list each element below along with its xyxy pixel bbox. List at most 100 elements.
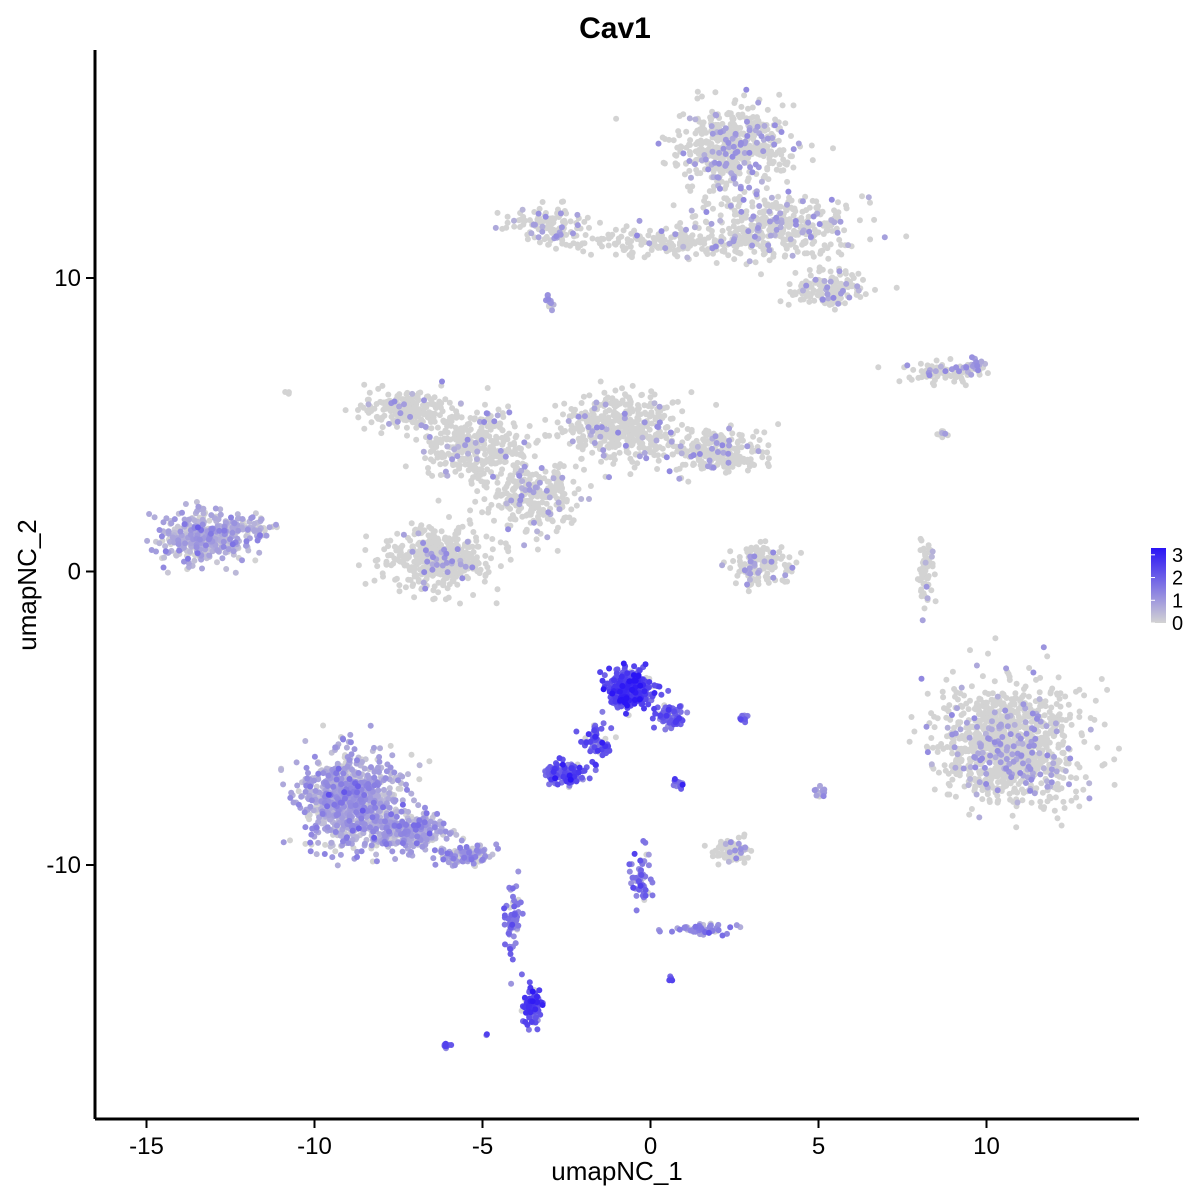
cell-point — [174, 523, 181, 530]
cell-point — [798, 214, 805, 221]
cell-point — [670, 242, 677, 249]
cell-point — [760, 544, 767, 551]
cell-point — [1041, 712, 1048, 719]
cell-point — [817, 281, 823, 288]
cell-point — [481, 446, 488, 453]
cell-point — [586, 392, 593, 399]
cell-point — [859, 193, 865, 200]
cell-point — [651, 452, 658, 459]
cell-point — [435, 497, 442, 504]
cell-point — [607, 400, 614, 406]
cell-point — [627, 243, 634, 250]
cell-point — [739, 437, 746, 444]
cell-point — [524, 433, 531, 440]
cell-point — [164, 569, 171, 576]
cell-point — [405, 576, 412, 583]
cell-point — [979, 796, 986, 803]
cell-point — [734, 572, 741, 579]
cell-point — [428, 425, 435, 432]
cell-point — [392, 576, 399, 583]
cell-point — [456, 434, 462, 441]
cell-point — [471, 415, 478, 422]
cell-point — [961, 745, 968, 752]
cell-point — [482, 573, 489, 579]
cell-point — [1058, 822, 1065, 829]
cell-point — [379, 382, 386, 389]
cell-point — [958, 758, 965, 765]
cell-point — [252, 510, 259, 517]
cell-point — [710, 187, 717, 194]
cell-point — [462, 551, 469, 558]
cell-point — [1039, 789, 1046, 796]
cell-point — [1062, 693, 1069, 700]
cell-point — [405, 534, 411, 541]
cell-point — [1031, 759, 1038, 766]
cell-point — [775, 421, 782, 428]
cell-point — [544, 515, 551, 522]
cell-point — [701, 437, 707, 444]
cell-point — [696, 239, 703, 245]
cell-point — [733, 227, 740, 234]
cell-point — [940, 694, 947, 701]
cell-point — [535, 500, 542, 507]
cell-point — [625, 420, 631, 427]
cell-point — [758, 271, 764, 278]
cell-point — [442, 460, 449, 467]
cell-point — [702, 194, 709, 201]
cell-point — [663, 435, 670, 442]
cell-point — [1037, 703, 1044, 710]
cell-point — [385, 391, 392, 398]
cell-point — [687, 151, 694, 158]
cell-point — [776, 161, 783, 168]
cell-point — [483, 533, 490, 540]
cell-point — [1080, 786, 1087, 793]
cell-point — [754, 114, 760, 121]
cell-point — [659, 445, 666, 452]
cell-point — [965, 706, 972, 713]
cell-point — [607, 422, 614, 429]
cell-point — [416, 566, 423, 573]
cell-point — [507, 441, 514, 448]
cell-point — [757, 243, 764, 250]
cell-point — [679, 421, 685, 428]
cell-point — [381, 546, 388, 553]
cell-point — [387, 552, 393, 558]
cell-point — [489, 536, 496, 542]
cell-point — [770, 158, 777, 165]
cell-point — [1111, 756, 1118, 763]
cell-point — [598, 235, 605, 242]
cell-point — [635, 416, 642, 423]
cell-point — [762, 538, 769, 545]
cell-point — [587, 483, 594, 489]
cell-point — [744, 467, 751, 474]
cell-point — [612, 410, 619, 417]
cell-point — [992, 702, 999, 709]
cell-point — [793, 559, 800, 566]
cell-point — [368, 419, 375, 426]
cell-point — [691, 461, 697, 468]
cell-point — [951, 724, 957, 731]
cell-point — [843, 205, 850, 212]
cell-point — [760, 153, 767, 160]
cell-point — [489, 546, 496, 553]
cell-point — [756, 437, 763, 443]
cell-point — [670, 137, 677, 144]
cell-point — [413, 400, 420, 407]
cell-point — [689, 213, 696, 220]
cell-point — [232, 569, 239, 576]
cell-point — [782, 252, 789, 259]
cell-point — [474, 488, 481, 495]
cell-point — [857, 294, 864, 300]
cell-point — [187, 548, 193, 555]
cell-point — [766, 155, 773, 162]
cell-point — [624, 401, 631, 408]
cell-point — [989, 770, 995, 777]
cell-point — [816, 265, 823, 272]
cell-point — [505, 403, 512, 410]
cell-point — [1016, 724, 1023, 731]
cell-point — [627, 471, 634, 478]
cell-point — [734, 439, 741, 446]
cell-point — [1026, 665, 1033, 671]
cell-point — [698, 130, 705, 137]
cell-point — [422, 402, 429, 409]
